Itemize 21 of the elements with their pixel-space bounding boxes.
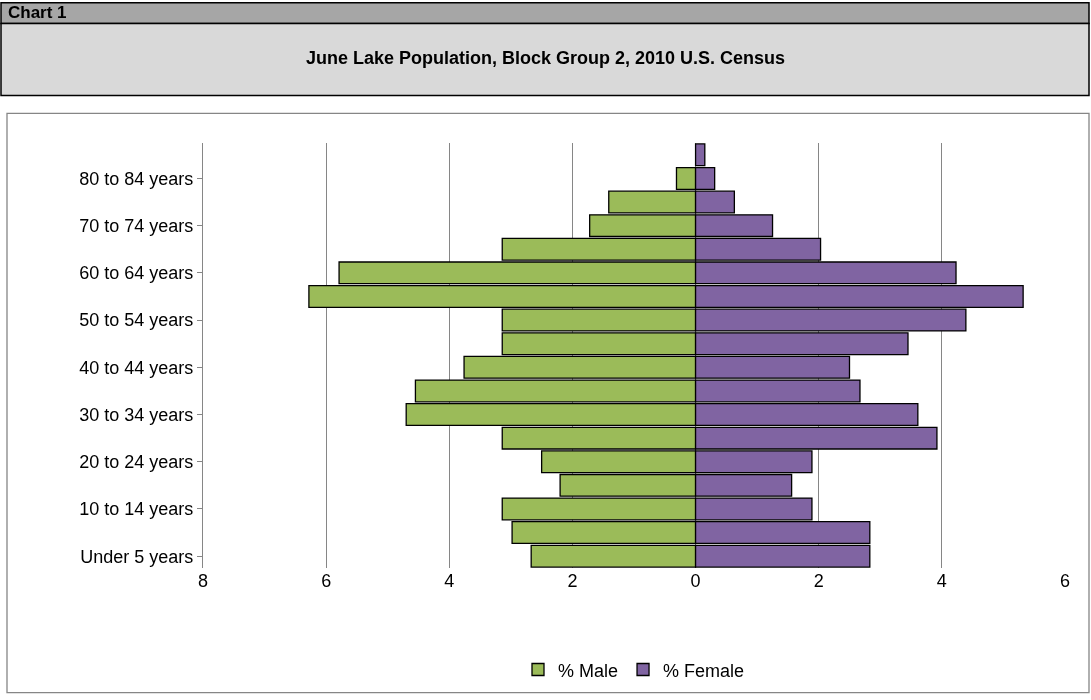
- y-tick-label: 30 to 34 years: [79, 404, 194, 425]
- y-tick-label: 50 to 54 years: [79, 310, 194, 331]
- caption: Chart 1: [8, 3, 67, 22]
- y-tick-label: 20 to 24 years: [79, 452, 194, 473]
- x-tick-label: 8: [197, 571, 209, 591]
- x-tick-label: 2: [567, 571, 578, 591]
- legend-label: % Female: [663, 660, 745, 681]
- y-tick-label: 60 to 64 years: [79, 263, 194, 284]
- y-tick-label: Under 5 years: [80, 546, 194, 567]
- y-tick-label: 80 to 84 years: [79, 168, 194, 189]
- x-tick-label: 6: [321, 571, 332, 591]
- x-tick-label: 0: [690, 571, 701, 591]
- x-tick-label: 4: [444, 571, 455, 591]
- chart-title: June Lake Population, Block Group 2, 2010 U.S. Census: [305, 48, 786, 69]
- x-tick-label: 2: [813, 571, 824, 591]
- x-tick-label: 6: [1059, 571, 1071, 591]
- y-tick-label: 40 to 44 years: [79, 357, 194, 378]
- y-tick-label: 70 to 74 years: [79, 215, 194, 236]
- x-tick-label: 4: [936, 571, 947, 591]
- y-tick-label: 10 to 14 years: [79, 499, 194, 520]
- legend-label: % Male: [558, 660, 619, 681]
